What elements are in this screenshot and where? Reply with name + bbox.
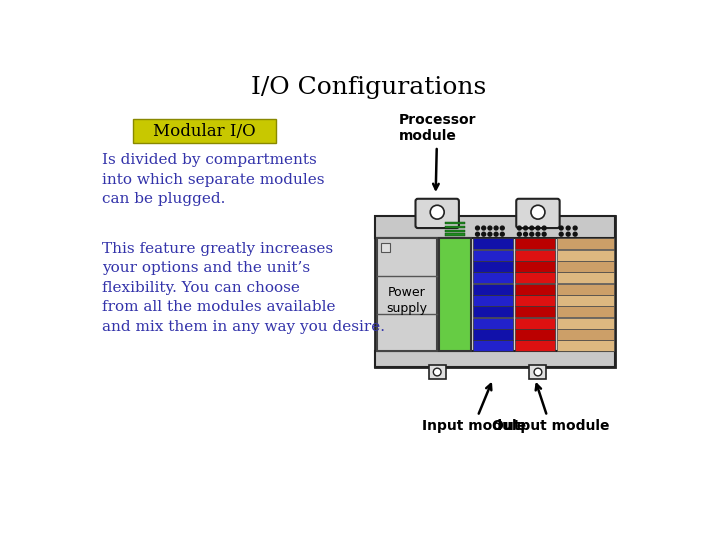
Bar xyxy=(445,222,465,224)
Bar xyxy=(515,329,555,340)
Circle shape xyxy=(482,226,485,230)
Text: Power
supply: Power supply xyxy=(387,286,428,315)
Circle shape xyxy=(566,226,570,230)
FancyBboxPatch shape xyxy=(415,199,459,228)
Circle shape xyxy=(476,232,480,236)
Text: Is divided by compartments
into which separate modules
can be plugged.: Is divided by compartments into which se… xyxy=(102,153,324,206)
Circle shape xyxy=(476,226,480,230)
Bar xyxy=(473,261,513,272)
Circle shape xyxy=(531,205,545,219)
Circle shape xyxy=(559,226,563,230)
Bar xyxy=(557,261,614,272)
Bar xyxy=(515,306,555,318)
FancyBboxPatch shape xyxy=(132,119,276,143)
Circle shape xyxy=(518,226,521,230)
Circle shape xyxy=(534,368,542,376)
Bar xyxy=(557,318,614,329)
Text: Processor
module: Processor module xyxy=(398,113,476,190)
Bar xyxy=(381,242,390,252)
Circle shape xyxy=(530,226,534,230)
Bar xyxy=(515,261,555,272)
Circle shape xyxy=(500,232,504,236)
Bar xyxy=(557,306,614,318)
Bar xyxy=(515,250,555,261)
Circle shape xyxy=(488,226,492,230)
Circle shape xyxy=(536,226,540,230)
Circle shape xyxy=(494,232,498,236)
Bar xyxy=(445,226,465,228)
Bar xyxy=(473,340,513,351)
Circle shape xyxy=(530,232,534,236)
Text: This feature greatly increases
your options and the unit’s
flexibility. You can : This feature greatly increases your opti… xyxy=(102,242,384,334)
Bar xyxy=(515,340,555,351)
Bar xyxy=(557,284,614,295)
Circle shape xyxy=(536,232,540,236)
Bar xyxy=(557,340,614,351)
Text: I/O Configurations: I/O Configurations xyxy=(251,76,487,99)
Bar xyxy=(515,295,555,306)
Bar xyxy=(473,306,513,318)
FancyBboxPatch shape xyxy=(516,199,559,228)
Circle shape xyxy=(559,232,563,236)
Circle shape xyxy=(542,226,546,230)
Bar xyxy=(473,329,513,340)
Circle shape xyxy=(523,232,528,236)
Circle shape xyxy=(431,205,444,219)
Text: Input module: Input module xyxy=(422,384,526,433)
Circle shape xyxy=(482,232,485,236)
Circle shape xyxy=(494,226,498,230)
Circle shape xyxy=(542,232,546,236)
Circle shape xyxy=(573,232,577,236)
Bar xyxy=(515,318,555,329)
Bar xyxy=(557,295,614,306)
Bar xyxy=(375,351,616,367)
Bar xyxy=(557,239,614,249)
Text: Output module: Output module xyxy=(492,384,609,433)
Bar xyxy=(473,239,513,249)
Text: Modular I/O: Modular I/O xyxy=(153,123,256,139)
Circle shape xyxy=(518,232,521,236)
Bar xyxy=(375,217,616,367)
Circle shape xyxy=(488,232,492,236)
Bar xyxy=(445,233,465,236)
Bar xyxy=(473,284,513,295)
Bar xyxy=(557,329,614,340)
Bar xyxy=(438,238,472,351)
Circle shape xyxy=(433,368,441,376)
Circle shape xyxy=(500,226,504,230)
Bar xyxy=(473,250,513,261)
Bar xyxy=(529,365,546,379)
Bar xyxy=(473,318,513,329)
Bar xyxy=(515,272,555,284)
Bar xyxy=(445,230,465,232)
Circle shape xyxy=(566,232,570,236)
Bar xyxy=(473,272,513,284)
Bar xyxy=(473,295,513,306)
Bar xyxy=(377,238,437,351)
Circle shape xyxy=(523,226,528,230)
Circle shape xyxy=(573,226,577,230)
Bar xyxy=(515,284,555,295)
Bar xyxy=(375,217,616,238)
Bar xyxy=(557,250,614,261)
Bar xyxy=(557,272,614,284)
Bar xyxy=(428,365,446,379)
Bar xyxy=(515,239,555,249)
